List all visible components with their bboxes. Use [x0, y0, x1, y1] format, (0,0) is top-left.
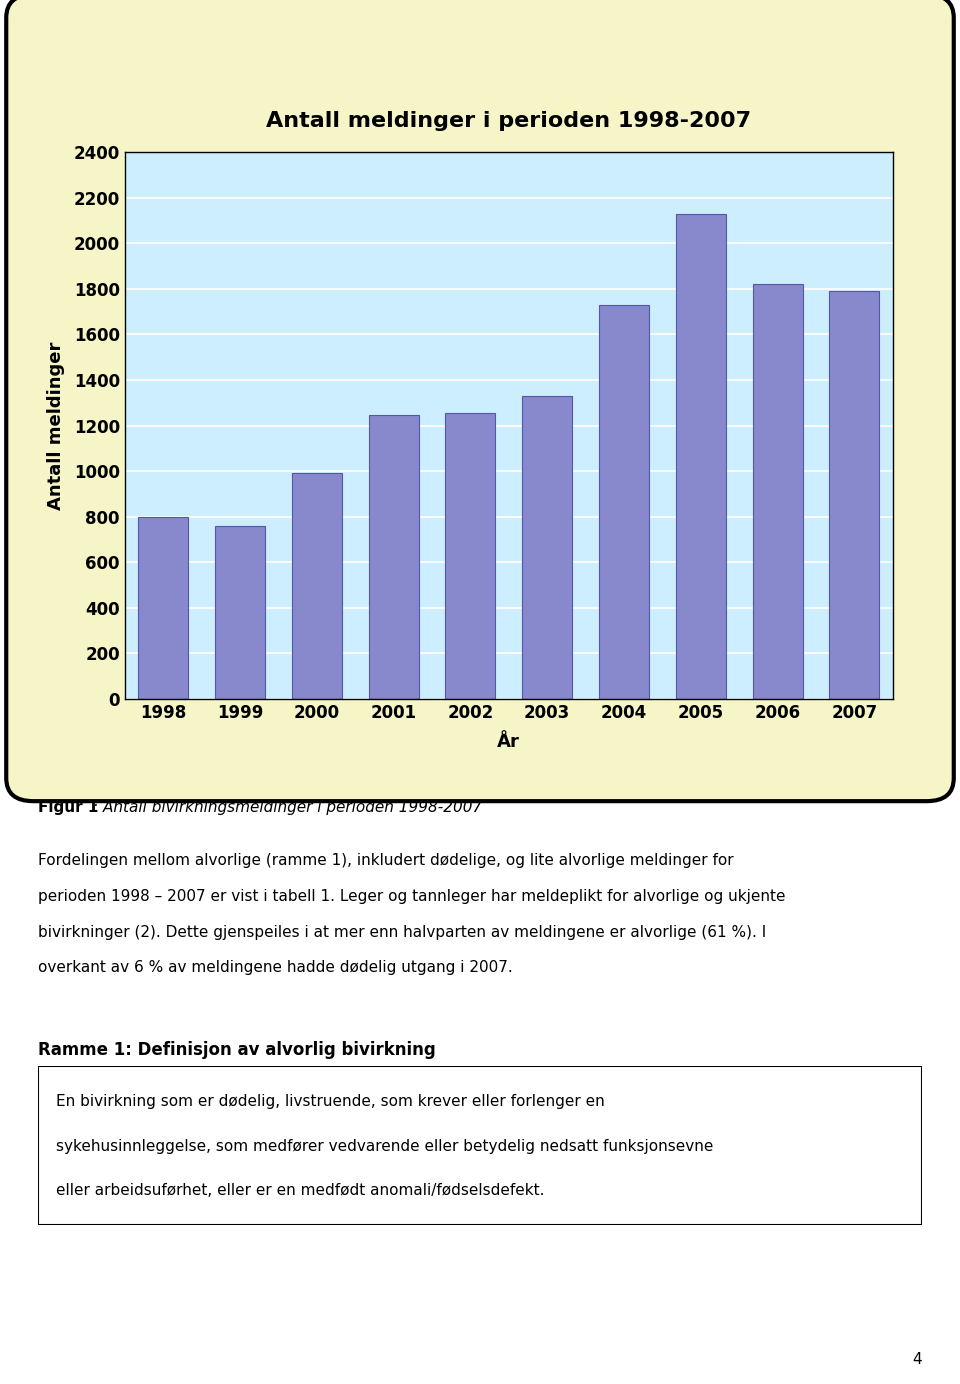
Bar — [369, 415, 419, 699]
Bar — [445, 412, 495, 699]
Text: eller arbeidsuførhet, eller er en medfødt anomali/fødselsdefekt.: eller arbeidsuførhet, eller er en medfød… — [56, 1183, 544, 1199]
Bar — [292, 473, 342, 699]
Bar — [676, 213, 726, 699]
Text: : Antall bivirkningsmeldinger i perioden 1998-2007: : Antall bivirkningsmeldinger i perioden… — [93, 800, 482, 815]
Bar — [753, 284, 803, 699]
X-axis label: År: År — [497, 734, 520, 752]
Text: overkant av 6 % av meldingene hadde dødelig utgang i 2007.: overkant av 6 % av meldingene hadde døde… — [38, 960, 514, 976]
Text: En bivirkning som er dødelig, livstruende, som krever eller forlenger en: En bivirkning som er dødelig, livstruend… — [56, 1095, 605, 1110]
FancyBboxPatch shape — [6, 0, 954, 801]
Bar — [522, 396, 572, 699]
Text: Figur 1: Figur 1 — [38, 800, 99, 815]
Bar — [599, 304, 649, 699]
Bar — [215, 526, 265, 699]
Text: sykehusinnleggelse, som medfører vedvarende eller betydelig nedsatt funksjonsevn: sykehusinnleggelse, som medfører vedvare… — [56, 1139, 713, 1154]
Text: 4: 4 — [912, 1352, 922, 1367]
Text: Fordelingen mellom alvorlige (ramme 1), inkludert dødelige, og lite alvorlige me: Fordelingen mellom alvorlige (ramme 1), … — [38, 853, 734, 868]
Y-axis label: Antall meldinger: Antall meldinger — [47, 342, 65, 509]
Text: Ramme 1: Definisjon av alvorlig bivirkning: Ramme 1: Definisjon av alvorlig bivirkni… — [38, 1041, 436, 1059]
Bar — [829, 291, 879, 699]
Bar — [138, 516, 188, 699]
Title: Antall meldinger i perioden 1998-2007: Antall meldinger i perioden 1998-2007 — [266, 111, 752, 131]
Text: perioden 1998 – 2007 er vist i tabell 1. Leger og tannleger har meldeplikt for a: perioden 1998 – 2007 er vist i tabell 1.… — [38, 889, 786, 904]
Text: bivirkninger (2). Dette gjenspeiles i at mer enn halvparten av meldingene er alv: bivirkninger (2). Dette gjenspeiles i at… — [38, 925, 767, 940]
